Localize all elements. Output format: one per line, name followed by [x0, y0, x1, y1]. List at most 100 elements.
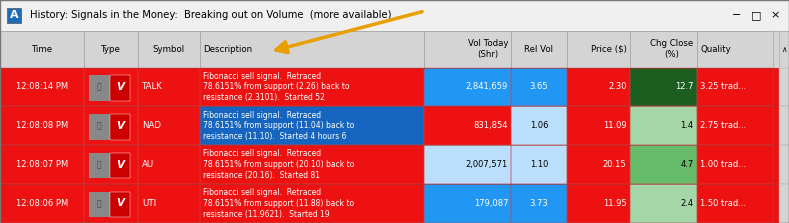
- Bar: [0, 31, 779, 68]
- Bar: [84, 184, 138, 223]
- Text: 2,007,571: 2,007,571: [466, 160, 508, 169]
- Bar: [84, 68, 138, 106]
- Text: Chg Close
(%): Chg Close (%): [650, 39, 694, 59]
- Bar: [567, 145, 630, 184]
- Bar: [697, 106, 773, 145]
- Bar: [511, 145, 567, 184]
- Text: AU: AU: [142, 160, 155, 169]
- Bar: [200, 68, 424, 106]
- Bar: [138, 31, 200, 68]
- Text: 👤: 👤: [97, 199, 102, 208]
- Bar: [567, 106, 630, 145]
- Bar: [697, 145, 773, 184]
- Bar: [84, 145, 138, 184]
- Text: Fibonacci sell signal.  Retraced
78.6151% from support (2.26) back to
resistance: Fibonacci sell signal. Retraced 78.6151%…: [203, 72, 350, 102]
- Text: 20.15: 20.15: [603, 160, 626, 169]
- Bar: [0, 106, 84, 145]
- Text: 4.7: 4.7: [680, 160, 694, 169]
- Text: 1.10: 1.10: [529, 160, 548, 169]
- Text: Rel Vol: Rel Vol: [525, 45, 553, 54]
- Text: Quality: Quality: [701, 45, 731, 54]
- Text: 1.06: 1.06: [529, 121, 548, 130]
- Bar: [630, 106, 697, 145]
- Bar: [0, 145, 779, 184]
- Text: Time: Time: [32, 45, 53, 54]
- Bar: [511, 145, 567, 184]
- Bar: [779, 145, 789, 184]
- Text: V: V: [116, 82, 124, 92]
- Bar: [138, 106, 200, 145]
- Text: 1.50 trad...: 1.50 trad...: [700, 199, 746, 208]
- Bar: [138, 68, 200, 106]
- Bar: [567, 184, 630, 223]
- Text: 1.4: 1.4: [680, 121, 694, 130]
- Text: Description: Description: [204, 45, 252, 54]
- Text: 1.00 trad...: 1.00 trad...: [700, 160, 746, 169]
- Bar: [630, 68, 697, 106]
- Bar: [84, 31, 138, 68]
- Text: Price ($): Price ($): [591, 45, 626, 54]
- Bar: [779, 184, 789, 223]
- Bar: [110, 153, 130, 178]
- Bar: [630, 106, 697, 145]
- Bar: [630, 145, 697, 184]
- Text: 👤: 👤: [97, 83, 102, 91]
- Bar: [697, 31, 773, 68]
- Bar: [424, 68, 511, 106]
- Bar: [89, 114, 110, 140]
- Text: 11.09: 11.09: [603, 121, 626, 130]
- Bar: [0, 0, 789, 31]
- Text: 12:08:14 PM: 12:08:14 PM: [16, 83, 69, 91]
- Text: 👤: 👤: [97, 121, 102, 130]
- Bar: [0, 184, 779, 223]
- Text: TALK: TALK: [142, 83, 163, 91]
- Bar: [567, 31, 630, 68]
- Bar: [779, 106, 789, 145]
- Bar: [200, 106, 424, 145]
- Bar: [511, 31, 567, 68]
- Text: 2.75 trad...: 2.75 trad...: [700, 121, 746, 130]
- Bar: [511, 68, 567, 106]
- Bar: [424, 184, 511, 223]
- Bar: [200, 31, 424, 68]
- Bar: [84, 106, 138, 145]
- Text: 831,854: 831,854: [473, 121, 508, 130]
- Bar: [89, 192, 110, 217]
- Text: Symbol: Symbol: [153, 45, 185, 54]
- Text: −: −: [732, 10, 742, 20]
- Bar: [424, 145, 511, 184]
- Bar: [779, 31, 789, 68]
- Text: A: A: [10, 10, 18, 20]
- Bar: [0, 145, 84, 184]
- Text: Type: Type: [101, 45, 122, 54]
- Bar: [0, 184, 779, 223]
- Bar: [424, 68, 511, 106]
- Text: 2.4: 2.4: [680, 199, 694, 208]
- Text: ×: ×: [770, 10, 780, 20]
- Bar: [779, 68, 789, 106]
- Bar: [697, 68, 773, 106]
- Bar: [424, 184, 511, 223]
- Text: 12.7: 12.7: [675, 83, 694, 91]
- Bar: [424, 106, 511, 145]
- Bar: [0, 68, 779, 106]
- Bar: [511, 106, 567, 145]
- Text: □: □: [750, 10, 761, 20]
- Text: Fibonacci sell signal.  Retraced
78.6151% from support (11.88) back to
resistanc: Fibonacci sell signal. Retraced 78.6151%…: [203, 188, 354, 219]
- Text: V: V: [116, 198, 124, 208]
- Bar: [0, 184, 84, 223]
- Bar: [138, 145, 200, 184]
- Bar: [511, 184, 567, 223]
- Text: 2,841,659: 2,841,659: [466, 83, 508, 91]
- Text: UTI: UTI: [142, 199, 156, 208]
- Bar: [0, 68, 84, 106]
- Text: Vol Today
(Shr): Vol Today (Shr): [468, 39, 508, 59]
- Text: V: V: [116, 160, 124, 169]
- Bar: [630, 184, 697, 223]
- Text: 12:08:06 PM: 12:08:06 PM: [16, 199, 69, 208]
- Bar: [0, 106, 779, 145]
- Bar: [511, 106, 567, 145]
- Text: Fibonacci sell signal.  Retraced
78.6151% from support (20.10) back to
resistanc: Fibonacci sell signal. Retraced 78.6151%…: [203, 149, 354, 180]
- Bar: [0, 106, 779, 145]
- Text: 11.95: 11.95: [603, 199, 626, 208]
